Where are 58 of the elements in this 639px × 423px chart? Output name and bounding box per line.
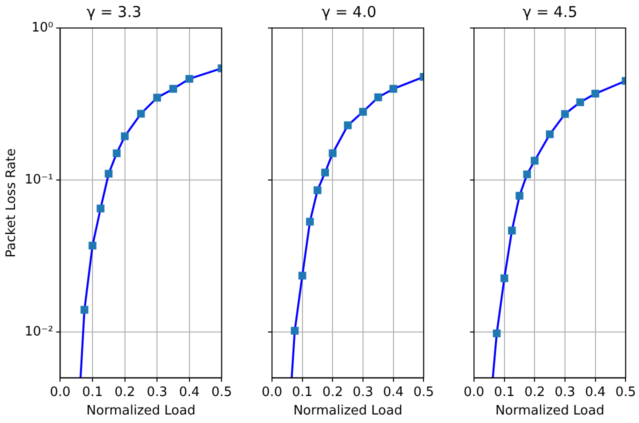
point [321,168,329,176]
chart-title: γ = 4.0 [322,2,376,21]
point [591,90,600,98]
x-tick-label: 0.5 [413,384,434,400]
x-tick-label: 0.0 [262,384,282,400]
x-axis-title: Normalized Load [86,404,196,419]
point [112,149,121,158]
x-tick-label: 0.0 [464,384,484,400]
x-tick-label: 0.0 [50,384,71,400]
point [516,192,524,200]
x-axis-title: Normalized Load [495,404,604,419]
point [298,272,306,280]
point [576,98,584,106]
point [80,306,88,314]
point [96,204,104,212]
point [137,110,145,118]
point [374,93,382,102]
x-tick-label: 0.4 [382,384,404,400]
y-tick-label: 10⁰ [31,20,54,36]
point [153,94,161,102]
point [88,242,96,250]
x-tick-label: 0.1 [82,384,103,400]
x-tick-label: 0.3 [352,384,374,400]
point [314,186,322,194]
chart-title: γ = 4.5 [522,2,578,21]
point [104,170,113,178]
x-tick-label: 0.4 [584,384,606,400]
chart-title: γ = 3.3 [86,2,142,21]
point [508,226,516,234]
x-axis-title: Normalized Load [293,404,402,419]
point [561,110,569,118]
point [290,326,299,335]
y-tick-label: 10⁻¹ [24,172,54,188]
point [344,121,352,130]
x-tick-label: 0.5 [211,384,232,400]
x-tick-label: 0.1 [292,384,313,400]
point [120,132,129,140]
x-tick-label: 0.5 [615,384,636,400]
x-tick-label: 0.2 [114,384,136,400]
point [306,218,314,226]
point [185,74,194,83]
point [500,274,508,282]
x-tick-label: 0.1 [494,384,515,400]
x-tick-label: 0.2 [322,384,344,400]
y-tick-label: 10⁻² [24,324,54,340]
y-axis-title: Packet Loss Rate [4,148,20,258]
x-tick-label: 0.4 [179,384,200,400]
point [169,84,178,93]
x-tick-label: 0.2 [524,384,546,400]
x-tick-label: 0.3 [554,384,576,400]
point [530,156,539,165]
x-tick-label: 0.3 [146,384,168,400]
point [328,149,337,158]
point [492,329,501,338]
point [389,84,398,93]
point [546,130,554,138]
point [359,108,367,116]
point [523,170,531,178]
